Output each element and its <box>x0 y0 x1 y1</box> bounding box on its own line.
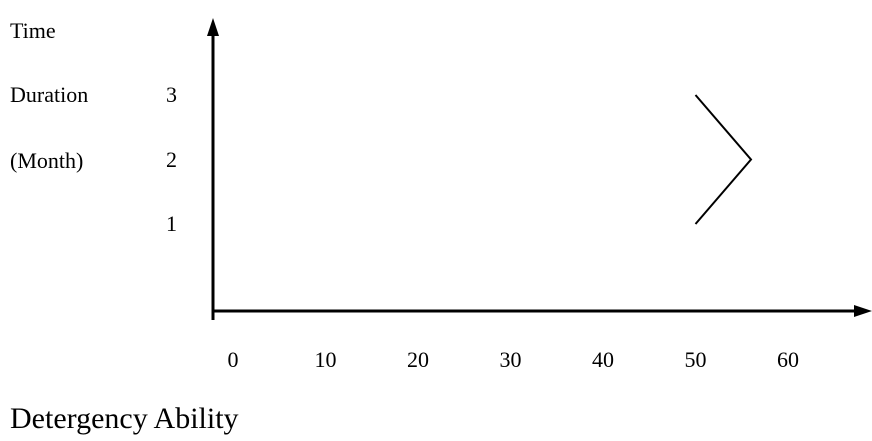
x-axis-arrowhead <box>854 305 872 317</box>
y-label-line-1: Time <box>10 20 56 42</box>
x-tick-label: 0 <box>228 349 239 371</box>
x-tick-label: 60 <box>777 349 799 371</box>
x-tick-label: 50 <box>685 349 707 371</box>
x-tick-label: 30 <box>500 349 522 371</box>
y-label-line-2: Duration <box>10 84 88 106</box>
y-label-line-3: (Month) <box>10 150 83 172</box>
y-axis-arrowhead <box>207 18 219 36</box>
x-axis-title: Detergency Ability <box>10 404 239 434</box>
x-tick-label: 10 <box>315 349 337 371</box>
y-tick-label: 3 <box>166 84 177 106</box>
x-tick-label: 40 <box>592 349 614 371</box>
series-line <box>696 95 752 224</box>
y-tick-label: 2 <box>166 149 177 171</box>
y-tick-label: 1 <box>166 213 177 235</box>
x-tick-label: 20 <box>407 349 429 371</box>
